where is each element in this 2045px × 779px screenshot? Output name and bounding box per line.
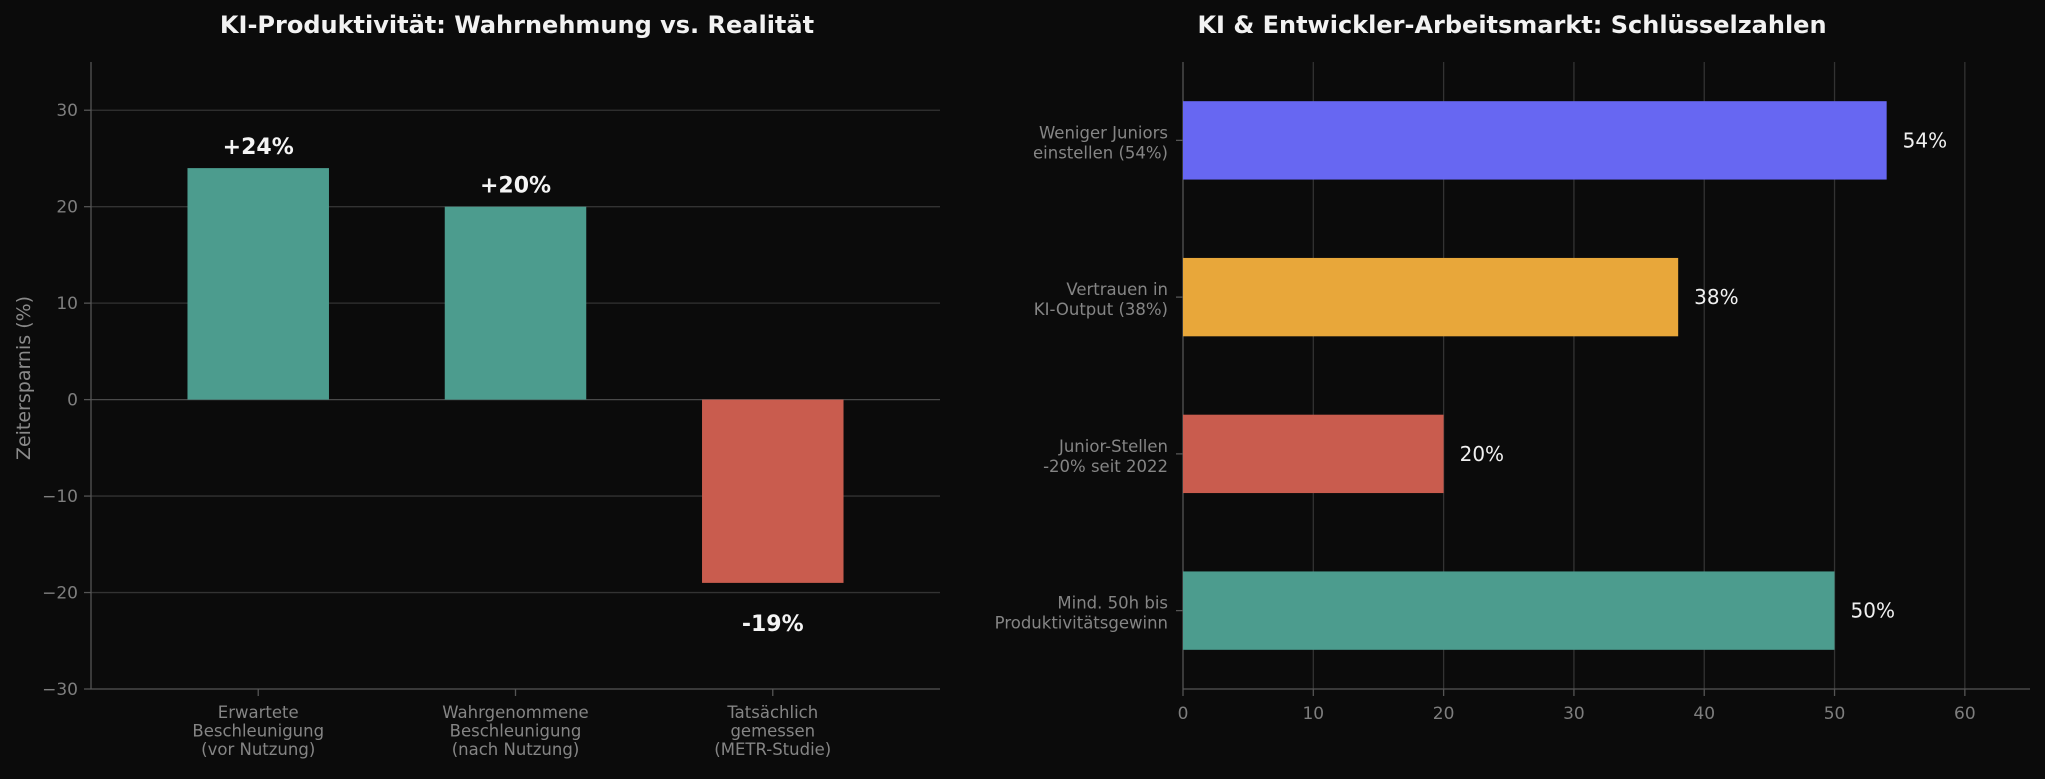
right-x-tick-label: 0	[1178, 704, 1189, 724]
left-y-tick-label: 20	[56, 198, 78, 218]
right-bar	[1183, 101, 1887, 180]
left-category-label-line: Beschleunigung	[192, 722, 324, 741]
right-bars	[1183, 101, 1887, 650]
right-x-tick-label: 30	[1563, 704, 1585, 724]
right-x-tick-label: 50	[1824, 704, 1846, 724]
right-x-tick-label: 40	[1693, 704, 1715, 724]
right-category-label-line: Mind. 50h bis	[1057, 594, 1168, 613]
right-x-tick-label: 60	[1954, 704, 1976, 724]
right-category-label-line: Junior-Stellen	[1058, 437, 1168, 456]
left-y-tick-label: −30	[42, 680, 78, 700]
right-value-label: 54%	[1903, 128, 1947, 152]
right-category-label: Junior-Stellen -20% seit 2022	[1043, 437, 1168, 476]
right-value-label: 50%	[1851, 599, 1895, 623]
right-x-tick-label: 10	[1302, 704, 1324, 724]
left-chart-title: KI-Produktivität: Wahrnehmung vs. Realit…	[220, 11, 814, 39]
right-bar	[1183, 257, 1679, 337]
left-value-label: +20%	[480, 174, 551, 199]
right-category-label-line: Produktivitätsgewinn	[995, 614, 1168, 633]
left-category-labels: Erwartete Beschleunigung (vor Nutzung)Wahr…	[192, 689, 831, 759]
left-category-label-line: (METR-Studie)	[714, 740, 831, 759]
right-category-label: Vertrauen in KI-Output (38%)	[1034, 280, 1168, 319]
right-bar	[1183, 414, 1444, 494]
left-y-tick-label: 30	[56, 101, 78, 121]
left-category-label: Erwartete Beschleunigung (vor Nutzung)	[192, 703, 324, 759]
left-category-label-line: Tatsächlich	[726, 703, 818, 722]
left-y-tick-label: 10	[56, 294, 78, 314]
right-category-label-line: -20% seit 2022	[1043, 457, 1168, 476]
left-y-tick-label: 0	[67, 391, 78, 411]
left-category-label-line: (vor Nutzung)	[201, 740, 315, 759]
left-category-label: Wahrgenommene Beschleunigung (nach Nutzung…	[442, 703, 588, 759]
left-bars	[187, 168, 844, 583]
right-category-label-line: einstellen (54%)	[1033, 143, 1168, 162]
right-value-labels: 54% 38% 20% 50%	[1460, 128, 1947, 622]
left-y-tick-label: −10	[42, 487, 78, 507]
job-market-chart: KI & Entwickler-Arbeitsmarkt: Schlüsselz…	[995, 11, 2030, 724]
left-bar	[187, 168, 329, 400]
left-category-label-line: gemessen	[730, 722, 815, 741]
right-category-labels: Weniger Juniors einstellen (54%) Vertrauen…	[995, 123, 1183, 633]
left-bar	[444, 206, 587, 400]
right-chart-title: KI & Entwickler-Arbeitsmarkt: Schlüsselz…	[1197, 11, 1826, 39]
left-y-tick-label: −20	[42, 584, 78, 604]
left-category-label-line: Beschleunigung	[450, 722, 582, 741]
left-value-label: +24%	[223, 135, 294, 160]
right-x-ticks: 0 10 20 30 40 50 60	[1178, 689, 1976, 724]
right-category-label-line: Weniger Juniors	[1039, 123, 1168, 142]
left-value-label: -19%	[742, 612, 804, 637]
left-y-axis-label: Zeitersparnis (%)	[13, 296, 35, 460]
left-category-label: Tatsächlich gemessen (METR-Studie)	[714, 703, 831, 759]
right-x-tick-label: 20	[1433, 704, 1455, 724]
left-y-ticks: 30 20 10 0 −10 −20 −30	[42, 101, 91, 700]
left-category-label-line: Erwartete	[218, 703, 299, 722]
right-value-label: 38%	[1694, 285, 1738, 309]
left-category-label-line: (nach Nutzung)	[452, 740, 580, 759]
right-category-label-line: Vertrauen in	[1066, 280, 1168, 299]
left-bar	[702, 399, 844, 583]
right-category-label-line: KI-Output (38%)	[1034, 300, 1168, 319]
right-value-label: 20%	[1460, 442, 1504, 466]
productivity-chart: KI-Produktivität: Wahrnehmung vs. Realit…	[13, 11, 940, 759]
right-category-label: Mind. 50h bis Produktivitätsgewinn	[995, 594, 1168, 633]
right-category-label: Weniger Juniors einstellen (54%)	[1033, 123, 1168, 162]
left-category-label-line: Wahrgenommene	[442, 703, 588, 722]
right-bar	[1183, 571, 1835, 650]
left-value-labels: +24% +20% -19%	[223, 135, 804, 637]
